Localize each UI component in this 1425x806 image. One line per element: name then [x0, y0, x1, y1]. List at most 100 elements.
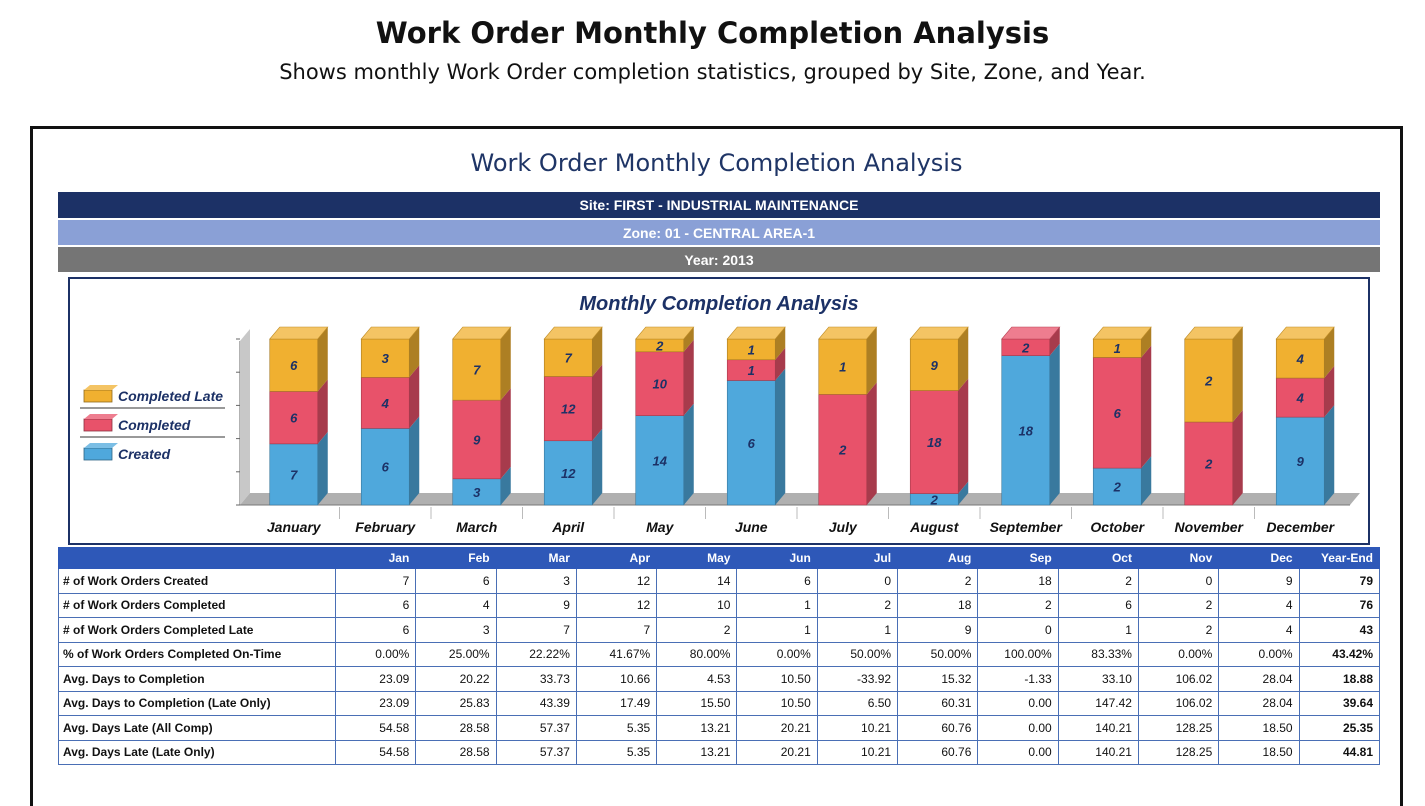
- data-label: 2: [930, 492, 939, 507]
- x-tick-label: June: [735, 519, 768, 535]
- bar-segment-created: [635, 415, 685, 506]
- data-label: 6: [748, 436, 756, 451]
- table-row: # of Work Orders Completed 6 4 9 12 10 1 2 18 2 6 2…: [58, 592, 1381, 618]
- table-cell: 57.37: [495, 715, 577, 741]
- data-label: 2: [1021, 340, 1030, 355]
- legend-swatch-top: [84, 385, 118, 390]
- page-title: Work Order Monthly Completion Analysis: [375, 16, 1050, 50]
- zone-header: Zone: 01 - CENTRAL AREA-1: [58, 219, 1380, 245]
- x-tick-label: August: [909, 519, 960, 535]
- table-cell: 0.00%: [736, 641, 818, 667]
- table-cell: 25.00%: [415, 641, 497, 667]
- bar-side-completed: [500, 388, 511, 479]
- bar-side-created: [500, 466, 511, 505]
- bar-side-completed-late: [592, 327, 603, 377]
- table-cell: 10.50: [736, 690, 818, 716]
- bar-top: [635, 326, 695, 340]
- bar-top: [1092, 326, 1152, 340]
- table-cell: 1: [816, 617, 899, 643]
- table-cell: 147.42: [1057, 690, 1139, 716]
- bar-top: [818, 326, 878, 340]
- report-frame: Work Order Monthly Completion Analysis S…: [30, 126, 1403, 806]
- data-label: 6: [290, 411, 298, 426]
- table-cell: 10.21: [816, 739, 899, 765]
- year-header: Year: 2013: [58, 246, 1380, 272]
- table-cell: 10.66: [575, 666, 658, 692]
- bar-segment-completed-late: [269, 338, 319, 392]
- table-cell: 3: [415, 617, 497, 643]
- table-cell: 4: [1218, 617, 1300, 643]
- bar-top: [269, 326, 329, 340]
- bar-side-created: [317, 431, 328, 505]
- table-cell: 0.00%: [1218, 641, 1300, 667]
- column-header: Feb: [415, 547, 497, 569]
- row-label: # of Work Orders Completed: [58, 592, 336, 618]
- table-cell: 54.58: [334, 739, 417, 765]
- table-cell: 2: [897, 568, 979, 594]
- legend-swatch: [83, 418, 113, 432]
- legend-swatch: [83, 447, 113, 461]
- table-cell: 12: [575, 592, 658, 618]
- table-cell: 80.00%: [656, 641, 738, 667]
- table-cell: 50.00%: [816, 641, 899, 667]
- table-cell: 41.67%: [575, 641, 658, 667]
- table-cell: 4: [1218, 592, 1300, 618]
- table-cell: 7: [575, 617, 658, 643]
- x-tick-label: December: [1266, 519, 1335, 535]
- row-label: # of Work Orders Completed Late: [58, 617, 336, 643]
- bar-top: [726, 326, 786, 340]
- column-header: May: [656, 547, 738, 569]
- table-cell: 10.21: [816, 715, 899, 741]
- bar-segment-completed: [543, 376, 593, 442]
- table-cell: 18: [897, 592, 979, 618]
- bar-side-completed-late: [866, 327, 877, 395]
- year-end-cell: 43.42%: [1298, 641, 1381, 667]
- year-end-cell: 79: [1298, 568, 1381, 594]
- table-cell: 106.02: [1137, 666, 1220, 692]
- bar-segment-completed: [1092, 357, 1142, 469]
- bar-top: [1001, 326, 1061, 340]
- row-label: Avg. Days Late (All Comp): [58, 715, 336, 741]
- table-cell: 9: [495, 592, 577, 618]
- bar-side-created: [775, 368, 786, 505]
- bar-side-completed-late: [409, 327, 420, 378]
- x-tick-label: October: [1090, 519, 1145, 535]
- table-cell: 54.58: [334, 715, 417, 741]
- data-label: 1: [748, 363, 755, 378]
- table-cell: 60.76: [897, 739, 979, 765]
- table-cell: 0.00%: [1137, 641, 1220, 667]
- table-cell: 43.39: [495, 690, 577, 716]
- row-label: % of Work Orders Completed On-Time: [58, 641, 336, 667]
- data-label: 2: [838, 443, 847, 458]
- table-cell: 10: [656, 592, 738, 618]
- data-label: 18: [927, 435, 942, 450]
- table-cell: 28.04: [1218, 666, 1300, 692]
- bar-side-completed-late: [1324, 327, 1335, 379]
- table-cell: 0: [1137, 568, 1220, 594]
- table-cell: 128.25: [1137, 715, 1220, 741]
- table-cell: 1: [1057, 617, 1139, 643]
- bar-segment-completed-late: [452, 338, 502, 401]
- data-label: 4: [381, 396, 390, 411]
- legend-swatch-top: [84, 443, 118, 448]
- column-header: Jul: [816, 547, 899, 569]
- table-cell: 9: [897, 617, 979, 643]
- bar-side-completed: [1049, 327, 1060, 356]
- table-cell: 60.76: [897, 715, 979, 741]
- table-cell: 0.00: [977, 690, 1059, 716]
- bar-top: [543, 326, 603, 340]
- data-label: 3: [473, 485, 481, 500]
- x-tick-label: September: [990, 519, 1064, 535]
- stats-table: Jan Feb Mar Apr May Jun Jul Aug Sep Oct Nov Dec Year…: [58, 547, 1381, 765]
- bar-side-created: [958, 481, 969, 505]
- table-cell: 17.49: [575, 690, 658, 716]
- year-end-cell: 44.81: [1298, 739, 1381, 765]
- column-header: Aug: [897, 547, 979, 569]
- table-row: Avg. Days Late (All Comp) 54.58 28.58 57.37…: [58, 715, 1381, 741]
- table-cell: 2: [1137, 617, 1220, 643]
- bar-side-created: [409, 416, 420, 505]
- data-label: 9: [931, 358, 939, 373]
- data-label: 4: [1296, 391, 1305, 406]
- x-tick-label: February: [355, 519, 416, 535]
- bar-side-completed-late: [500, 327, 511, 401]
